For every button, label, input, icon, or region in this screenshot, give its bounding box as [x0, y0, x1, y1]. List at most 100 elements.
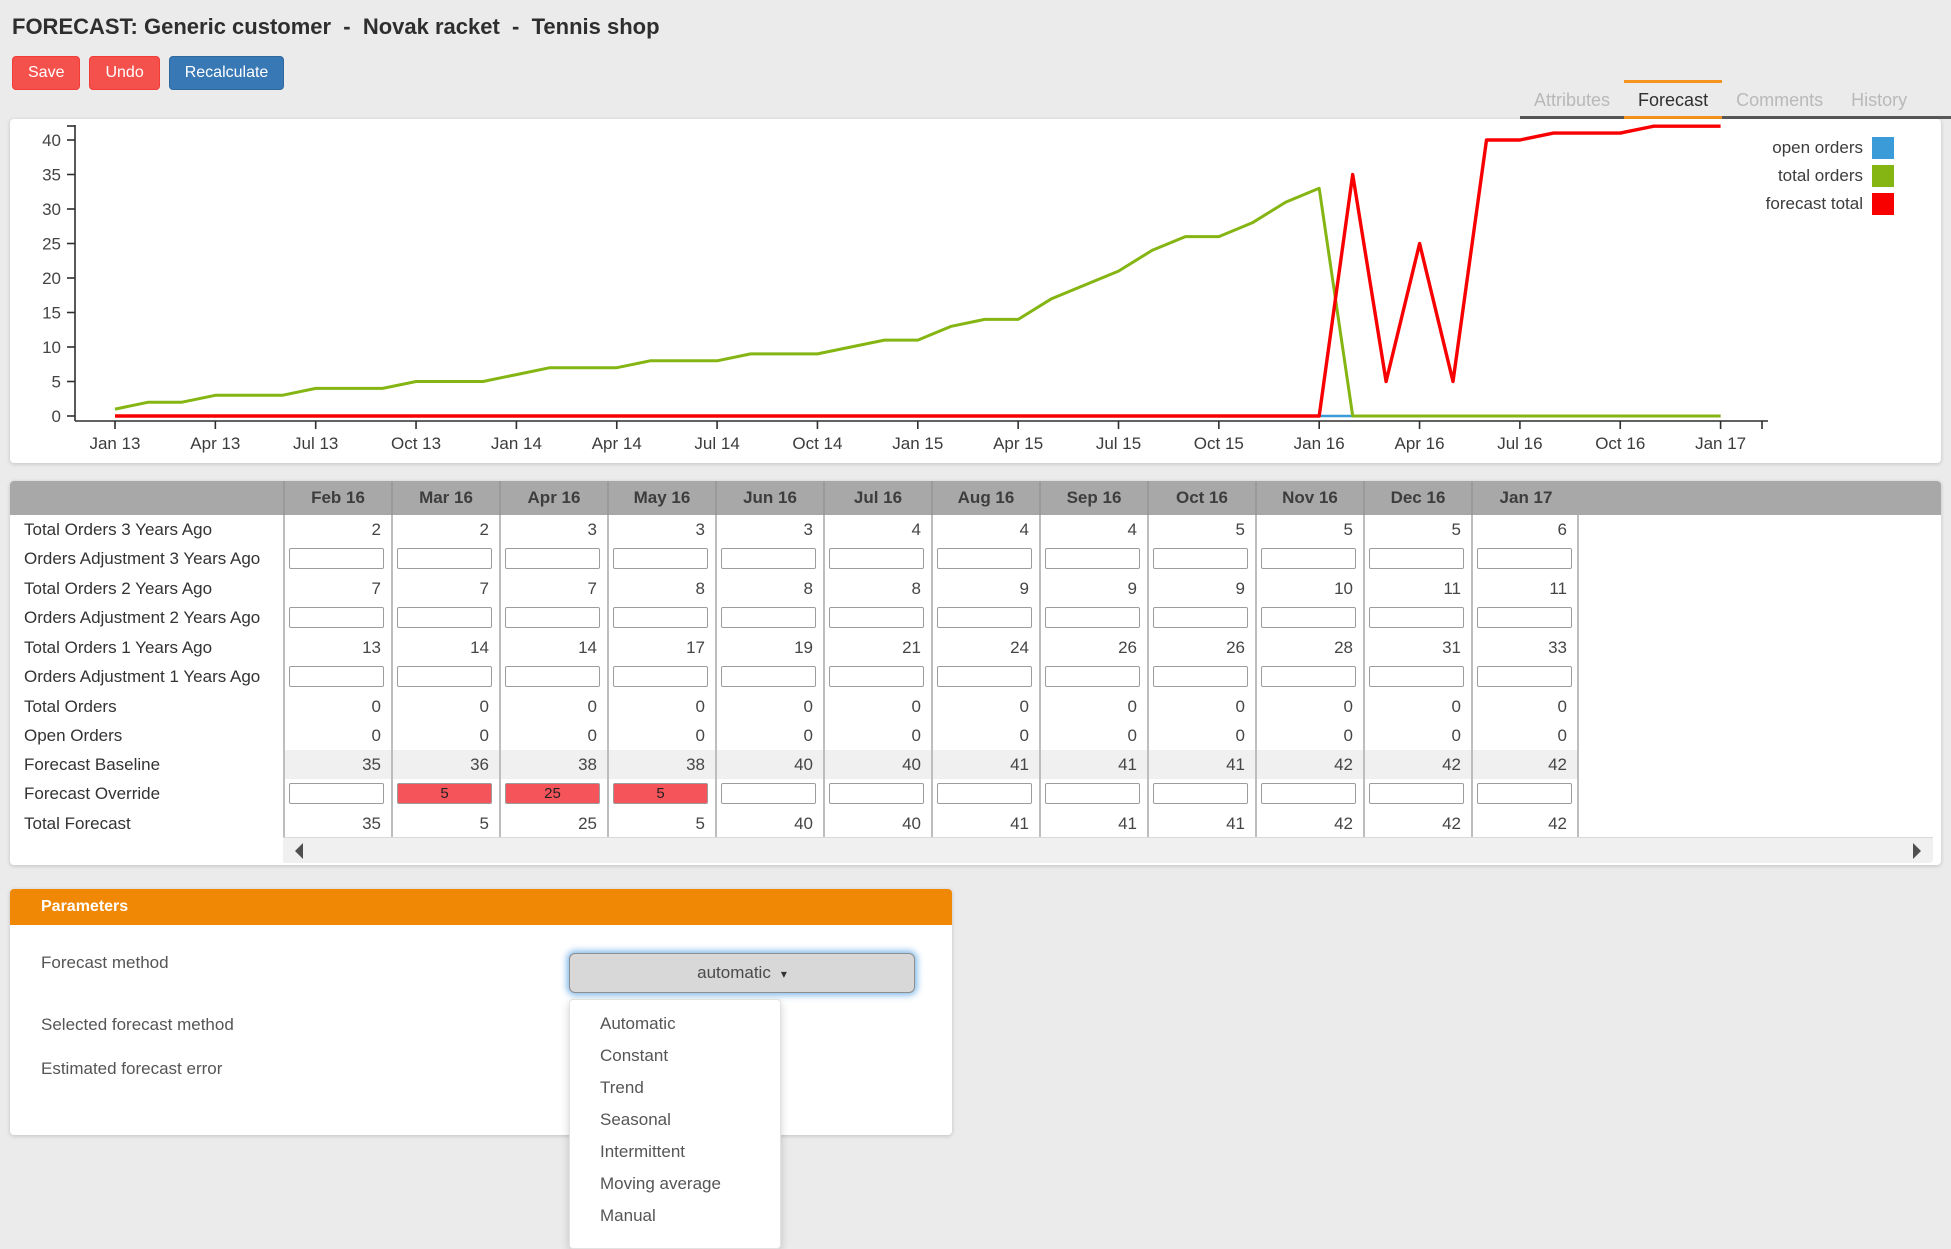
cell-value: 0: [283, 721, 391, 750]
dropdown-option-automatic[interactable]: Automatic: [600, 1014, 676, 1033]
adjustment-input[interactable]: [397, 666, 492, 687]
adjustment-input[interactable]: [613, 666, 708, 687]
cell: [499, 544, 607, 574]
svg-text:20: 20: [42, 269, 61, 288]
cell: [1147, 779, 1255, 809]
undo-button[interactable]: Undo: [89, 56, 160, 90]
forecast-method-dropdown[interactable]: automatic ▾: [569, 953, 915, 993]
dropdown-option-constant[interactable]: Constant: [600, 1046, 669, 1065]
adjustment-input[interactable]: [937, 548, 1032, 569]
chart-legend: open orders total orders forecast total: [1766, 137, 1894, 215]
legend-label: forecast total: [1765, 194, 1863, 213]
adjustment-input[interactable]: [613, 548, 708, 569]
svg-text:Jul 14: Jul 14: [694, 434, 739, 453]
cell: [283, 779, 391, 809]
adjustment-input[interactable]: [613, 607, 708, 628]
cell-value: 9: [1039, 574, 1147, 603]
adjustment-input[interactable]: [1369, 666, 1464, 687]
adjustment-input[interactable]: [829, 666, 924, 687]
cell-value: 14: [391, 633, 499, 662]
adjustment-input[interactable]: [937, 607, 1032, 628]
cell-value: 5: [391, 809, 499, 838]
cell-value: 42: [1471, 750, 1579, 779]
adjustment-input[interactable]: [937, 666, 1032, 687]
row-label: Orders Adjustment 2 Years Ago: [24, 608, 261, 627]
adjustment-input[interactable]: [1261, 666, 1356, 687]
override-input-highlighted[interactable]: [397, 783, 492, 804]
cell: [1471, 603, 1579, 633]
svg-text:Jan 17: Jan 17: [1695, 434, 1746, 453]
cell-value: 0: [715, 721, 823, 750]
adjustment-input[interactable]: [1261, 607, 1356, 628]
adjustment-input[interactable]: [1477, 607, 1572, 628]
adjustment-input[interactable]: [829, 548, 924, 569]
adjustment-input[interactable]: [1045, 783, 1140, 804]
dropdown-option-trend[interactable]: Trend: [600, 1078, 644, 1097]
forecast-method-value: automatic: [697, 963, 771, 982]
dropdown-option-intermittent[interactable]: Intermittent: [600, 1142, 686, 1161]
adjustment-input[interactable]: [1477, 666, 1572, 687]
tab-history[interactable]: History: [1837, 80, 1922, 119]
tab-attributes[interactable]: Attributes: [1520, 80, 1625, 119]
adjustment-input[interactable]: [1369, 783, 1464, 804]
cell: [823, 544, 931, 574]
column-header-mar-16: Mar 16: [391, 481, 499, 515]
adjustment-input[interactable]: [289, 607, 384, 628]
legend-swatch-icon: [1872, 165, 1894, 187]
chevron-down-icon: ▾: [780, 967, 787, 981]
adjustment-input[interactable]: [829, 783, 924, 804]
legend-swatch-icon: [1872, 193, 1894, 215]
scroll-right-button[interactable]: [1913, 843, 1921, 859]
cell: [391, 779, 499, 809]
cell-value: 40: [823, 809, 931, 838]
adjustment-input[interactable]: [1477, 783, 1572, 804]
override-input-highlighted[interactable]: [613, 783, 708, 804]
adjustment-input[interactable]: [289, 783, 384, 804]
adjustment-input[interactable]: [289, 666, 384, 687]
save-button[interactable]: Save: [12, 56, 81, 90]
adjustment-input[interactable]: [1477, 548, 1572, 569]
adjustment-input[interactable]: [721, 548, 816, 569]
cell: [931, 779, 1039, 809]
adjustment-input[interactable]: [1369, 548, 1464, 569]
adjustment-input[interactable]: [505, 666, 600, 687]
forecast-chart: 0 5 10 15 20 25 30 35 40 Jan 13 Apr 13 Jul 13 Oct 13…: [42, 124, 1768, 453]
adjustment-input[interactable]: [1153, 783, 1248, 804]
adjustment-input[interactable]: [1153, 607, 1248, 628]
tab-comments[interactable]: Comments: [1722, 80, 1838, 119]
adjustment-input[interactable]: [505, 548, 600, 569]
legend-item-open-orders: open orders: [1766, 137, 1894, 159]
table-scrollbar[interactable]: [283, 837, 1933, 863]
adjustment-input[interactable]: [397, 607, 492, 628]
dropdown-option-seasonal[interactable]: Seasonal: [600, 1110, 671, 1129]
dropdown-option-moving-average[interactable]: Moving average: [600, 1174, 721, 1193]
adjustment-input[interactable]: [937, 783, 1032, 804]
override-input-highlighted[interactable]: [505, 783, 600, 804]
adjustment-input[interactable]: [1261, 783, 1356, 804]
adjustment-input[interactable]: [721, 607, 816, 628]
adjustment-input[interactable]: [1261, 548, 1356, 569]
adjustment-input[interactable]: [505, 607, 600, 628]
cell-value: 2: [391, 515, 499, 544]
tab-forecast[interactable]: Forecast: [1624, 80, 1723, 119]
adjustment-input[interactable]: [1369, 607, 1464, 628]
row-label: Total Orders 2 Years Ago: [24, 579, 213, 598]
cell-value: 0: [391, 721, 499, 750]
scroll-left-button[interactable]: [295, 843, 303, 859]
recalculate-button[interactable]: Recalculate: [168, 56, 285, 90]
adjustment-input[interactable]: [1045, 548, 1140, 569]
adjustment-input[interactable]: [397, 548, 492, 569]
svg-text:15: 15: [42, 304, 61, 323]
legend-label: open orders: [1772, 138, 1863, 157]
dropdown-option-manual[interactable]: Manual: [600, 1206, 656, 1225]
adjustment-input[interactable]: [289, 548, 384, 569]
adjustment-input[interactable]: [721, 666, 816, 687]
adjustment-input[interactable]: [1153, 666, 1248, 687]
adjustment-input[interactable]: [1045, 607, 1140, 628]
adjustment-input[interactable]: [721, 783, 816, 804]
adjustment-input[interactable]: [829, 607, 924, 628]
cell-value: 7: [499, 574, 607, 603]
adjustment-input[interactable]: [1153, 548, 1248, 569]
table-header-label-spacer: [10, 481, 283, 515]
adjustment-input[interactable]: [1045, 666, 1140, 687]
